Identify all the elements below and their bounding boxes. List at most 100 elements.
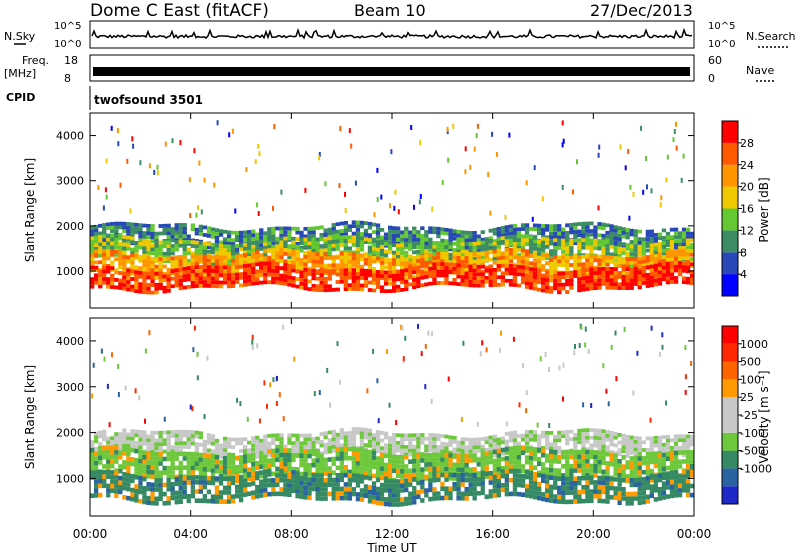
heatmap-cell (492, 253, 497, 258)
heatmap-cell (174, 499, 179, 505)
heatmap-cell (247, 230, 252, 234)
heatmap-cell (460, 278, 465, 283)
heatmap-cell (206, 489, 212, 495)
heatmap-cell (532, 254, 538, 259)
heatmap-cell (166, 285, 171, 289)
heatmap-cell (251, 278, 256, 282)
heatmap-cell (327, 430, 332, 435)
heatmap-cell (186, 247, 191, 252)
heatmap-cell (122, 262, 127, 267)
heatmap-cell (367, 280, 373, 285)
heatmap-cell (537, 434, 542, 439)
heatmap-cell (665, 265, 671, 270)
heatmap-cell (553, 235, 558, 240)
heatmap-cell (549, 239, 554, 244)
heatmap-cell (504, 271, 509, 276)
heatmap-cell (432, 252, 437, 257)
heatmap-cell (472, 445, 477, 450)
heatmap-cell (335, 247, 340, 251)
heatmap-cell (669, 235, 675, 240)
heatmap-cell (573, 436, 578, 441)
heatmap-cell (577, 288, 582, 293)
heatmap-cell (275, 226, 280, 231)
heatmap-cell (130, 440, 135, 445)
heatmap-cell (90, 243, 95, 248)
heatmap-cell (275, 276, 280, 281)
heatmap-cell (420, 453, 425, 459)
heatmap-cell (532, 227, 538, 232)
heatmap-cell (118, 286, 123, 290)
heatmap-cell (94, 265, 99, 270)
heatmap-cell (234, 208, 237, 214)
heatmap-cell (581, 447, 586, 452)
heatmap-cell (649, 451, 654, 456)
heatmap-cell (496, 282, 501, 287)
heatmap-cell (247, 233, 252, 238)
heatmap-cell (331, 445, 336, 449)
heatmap-cell (589, 267, 594, 272)
heatmap-cell (428, 237, 433, 242)
heatmap-cell (460, 230, 465, 235)
heatmap-cell (500, 440, 505, 445)
heatmap-cell (541, 224, 546, 228)
heatmap-cell (436, 452, 441, 458)
heatmap-cell (460, 234, 465, 238)
heatmap-cell (263, 235, 268, 239)
heatmap-cell (359, 253, 365, 258)
heatmap-cell (263, 261, 268, 266)
heatmap-cell (210, 250, 216, 255)
heatmap-cell (589, 229, 594, 233)
heatmap-cell (408, 243, 413, 247)
heatmap-cell (186, 480, 191, 485)
heatmap-cell (609, 442, 614, 447)
heatmap-cell (436, 466, 441, 471)
heatmap-cell (239, 264, 244, 269)
heatmap-cell (110, 260, 115, 265)
heatmap-cell (319, 260, 324, 264)
heatmap-cell (690, 252, 695, 257)
heatmap-cell (170, 284, 175, 289)
heatmap-cell (669, 460, 675, 465)
heatmap-cell (162, 240, 167, 245)
heatmap-cell (379, 261, 385, 265)
heatmap-cell (609, 452, 614, 458)
heatmap-cell (532, 275, 538, 280)
heatmap-cell (524, 242, 530, 246)
heatmap-cell (307, 441, 312, 445)
heatmap-cell (126, 243, 131, 247)
heatmap-cell (347, 442, 352, 447)
colorbar-segment (722, 230, 738, 253)
heatmap-cell (98, 280, 103, 285)
heatmap-cell (150, 496, 155, 501)
heatmap-cell (158, 257, 163, 261)
heatmap-cell (657, 266, 663, 271)
heatmap-cell (154, 231, 159, 236)
heatmap-cell (613, 256, 618, 260)
heatmap-cell (327, 276, 332, 281)
heatmap-cell (347, 259, 352, 264)
heatmap-cell (661, 452, 667, 458)
heatmap-cell (653, 250, 658, 255)
heatmap-cell (623, 326, 626, 332)
heatmap-cell (323, 442, 328, 447)
heatmap-cell (154, 276, 159, 280)
heatmap-cell (549, 278, 554, 283)
heatmap-cell (524, 227, 530, 231)
heatmap-cell (230, 284, 236, 288)
heatmap-cell (138, 245, 143, 250)
heatmap-cell (577, 258, 582, 263)
heatmap-cell (605, 282, 610, 286)
heatmap-cell (472, 283, 477, 288)
heatmap-cell (420, 275, 425, 280)
heatmap-cell (339, 446, 344, 452)
heatmap-cell (218, 233, 224, 237)
heatmap-cell (142, 223, 147, 228)
heatmap-cell (597, 455, 602, 460)
heatmap-cell (440, 445, 445, 450)
heatmap-cell (549, 442, 554, 447)
heatmap-cell (351, 446, 356, 452)
heatmap-cell (400, 444, 405, 449)
heatmap-cell (669, 268, 675, 273)
heatmap-cell (412, 237, 417, 242)
heatmap-cell (468, 259, 473, 264)
